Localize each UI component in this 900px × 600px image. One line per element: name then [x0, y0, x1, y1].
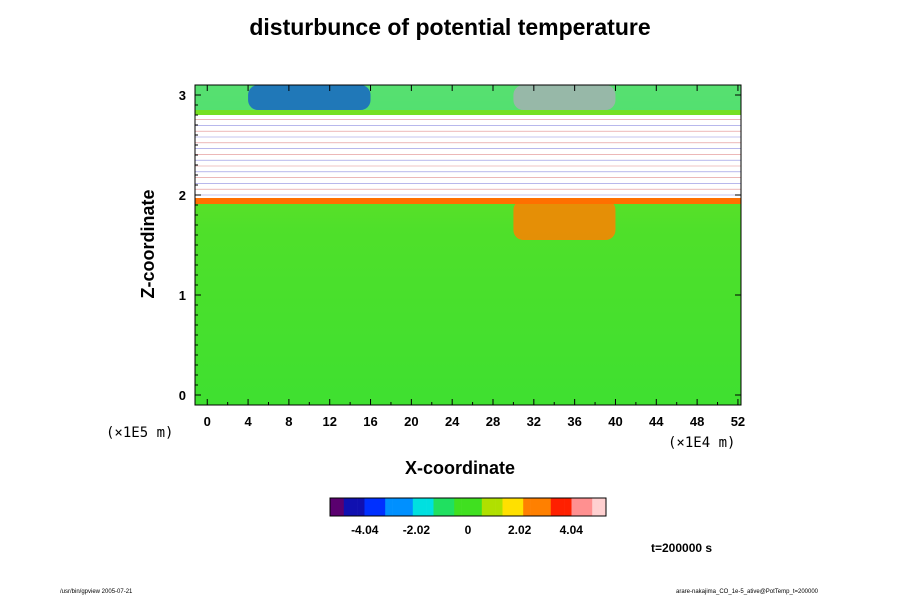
footer-right: arare-nakajima_CO_1e-5_ative@PotTemp_t=2… [676, 589, 819, 595]
region-stratified-layer [195, 115, 741, 200]
z-tick-label: 2 [179, 188, 186, 203]
z-tick-label: 3 [179, 88, 186, 103]
chart-title: disturbunce of potential temperature [249, 14, 651, 40]
footer-left: /usr/bin/gpview 2005-07-21 [60, 589, 133, 595]
colorbar-cell [537, 498, 545, 516]
x-tick-label: 0 [204, 414, 211, 429]
colorbar-cell [419, 498, 427, 516]
warm-boundary-band [195, 198, 741, 204]
colorbar-cell [516, 498, 524, 516]
colorbar-tick-label: -4.04 [351, 523, 379, 537]
colorbar-cell [592, 498, 600, 516]
colorbar-cell [523, 498, 531, 516]
colorbar-cell [357, 498, 365, 516]
x-tick-label: 36 [567, 414, 581, 429]
colorbar-cell [433, 498, 441, 516]
colorbar-cell [440, 498, 448, 516]
x-unit-label: (×1E4 m) [668, 435, 736, 451]
colorbar-cell [385, 498, 393, 516]
z-tick-label: 1 [179, 288, 186, 303]
colorbar-cell [447, 498, 455, 516]
colorbar-tick-label: 0 [465, 523, 472, 537]
x-tick-label: 32 [527, 414, 541, 429]
colorbar: -4.04 -2.02 0 2.02 4.04 [329, 497, 607, 537]
colorbar-cell [405, 498, 414, 516]
colorbar-cell [412, 498, 420, 516]
x-tick-label: 44 [649, 414, 664, 429]
colorbar-cell [502, 498, 510, 516]
x-tick-label: 40 [608, 414, 622, 429]
colorbar-tick-label: 2.02 [508, 523, 532, 537]
colorbar-cell [378, 498, 386, 516]
colorbar-cell [550, 498, 558, 516]
z-unit-label: (×1E5 m) [106, 425, 174, 441]
colorbar-cell [557, 498, 565, 516]
colorbar-cell [336, 498, 345, 516]
colorbar-cell [468, 498, 476, 516]
colorbar-cell [461, 498, 469, 516]
x-tick-label: 48 [690, 414, 704, 429]
colorbar-cell [330, 498, 338, 516]
colorbar-cell [564, 498, 572, 516]
colorbar-cell [571, 498, 579, 516]
colorbar-cell [399, 498, 407, 516]
x-tick-label: 20 [404, 414, 418, 429]
x-axis-label: X-coordinate [404, 458, 515, 478]
colorbar-cell [371, 498, 379, 516]
colorbar-cell [488, 498, 496, 516]
colorbar-cell [481, 498, 489, 516]
colorbar-cell [599, 498, 607, 516]
colorbar-cell [392, 498, 400, 516]
colorbar-cell [509, 498, 517, 516]
x-tick-label: 28 [486, 414, 500, 429]
colorbar-cell [474, 498, 483, 516]
z-axis-label: Z-coordinate [138, 189, 158, 299]
time-label: t=200000 s [651, 541, 713, 555]
x-tick-label: 8 [285, 414, 292, 429]
colorbar-cell [454, 498, 462, 516]
colorbar-tick-label: 4.04 [560, 523, 584, 537]
colorbar-cell [585, 498, 593, 516]
colorbar-cell [426, 498, 434, 516]
x-tick-label: 16 [363, 414, 377, 429]
z-axis: 0 1 2 3 [179, 88, 741, 403]
x-tick-label: 24 [445, 414, 460, 429]
colorbar-cell [578, 498, 586, 516]
colorbar-tick-label: -2.02 [403, 523, 431, 537]
colorbar-cell [343, 498, 351, 516]
x-tick-label: 52 [731, 414, 745, 429]
colorbar-cell [530, 498, 538, 516]
heatmap-field [195, 85, 741, 405]
colorbar-cell [364, 498, 372, 516]
colorbar-cell [495, 498, 503, 516]
x-tick-label: 4 [244, 414, 252, 429]
colorbar-cell [543, 498, 552, 516]
x-tick-label: 12 [322, 414, 336, 429]
x-axis: 0 4 8 12 16 20 24 28 32 36 40 44 48 52 [204, 85, 745, 429]
colorbar-cell [350, 498, 358, 516]
colorbar-frame [329, 497, 607, 517]
region-warm-anomaly [513, 200, 616, 240]
top-band [195, 85, 741, 110]
z-tick-label: 0 [179, 388, 186, 403]
